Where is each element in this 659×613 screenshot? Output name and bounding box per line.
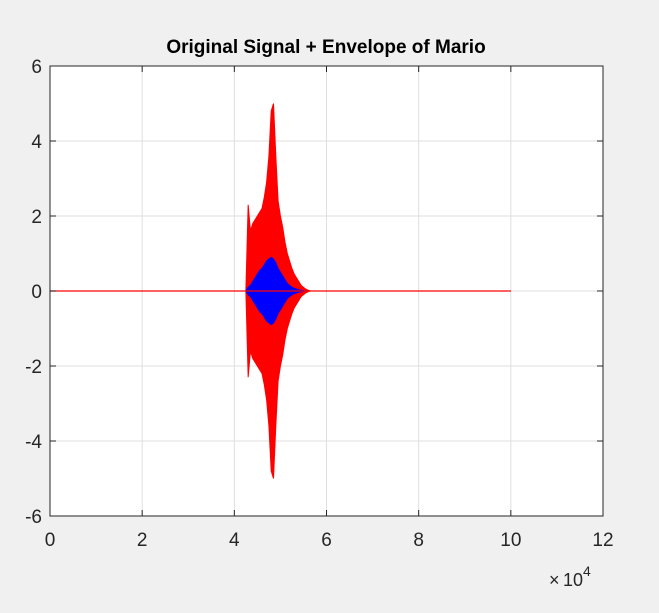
chart-title: Original Signal + Envelope of Mario (166, 37, 485, 58)
x-exponent-power: 4 (583, 563, 591, 579)
x-tick-label: 0 (45, 530, 56, 551)
y-tick-label: 4 (31, 132, 42, 153)
x-exponent-base: 10 (563, 570, 583, 590)
tick-labels: 0 2 4 6 8 10 12 -6 -4 -2 0 2 4 6 (25, 57, 613, 551)
y-tick-label: 2 (31, 207, 42, 228)
x-tick-label: 8 (413, 530, 424, 551)
x-tick-label: 2 (137, 530, 148, 551)
y-tick-label: -2 (25, 357, 42, 378)
x-tick-label: 4 (229, 530, 240, 551)
x-tick-label: 10 (500, 530, 521, 551)
y-tick-label: -4 (25, 432, 42, 453)
x-tick-label: 6 (321, 530, 332, 551)
x-exponent-times: × (549, 570, 560, 590)
series-layer (50, 103, 511, 479)
y-tick-label: -6 (25, 507, 42, 528)
tick-marks (49, 65, 604, 517)
y-tick-label: 0 (31, 282, 42, 303)
x-axis-exponent: × 10 4 (549, 563, 591, 590)
y-tick-label: 6 (31, 57, 42, 78)
x-tick-label: 12 (592, 530, 613, 551)
